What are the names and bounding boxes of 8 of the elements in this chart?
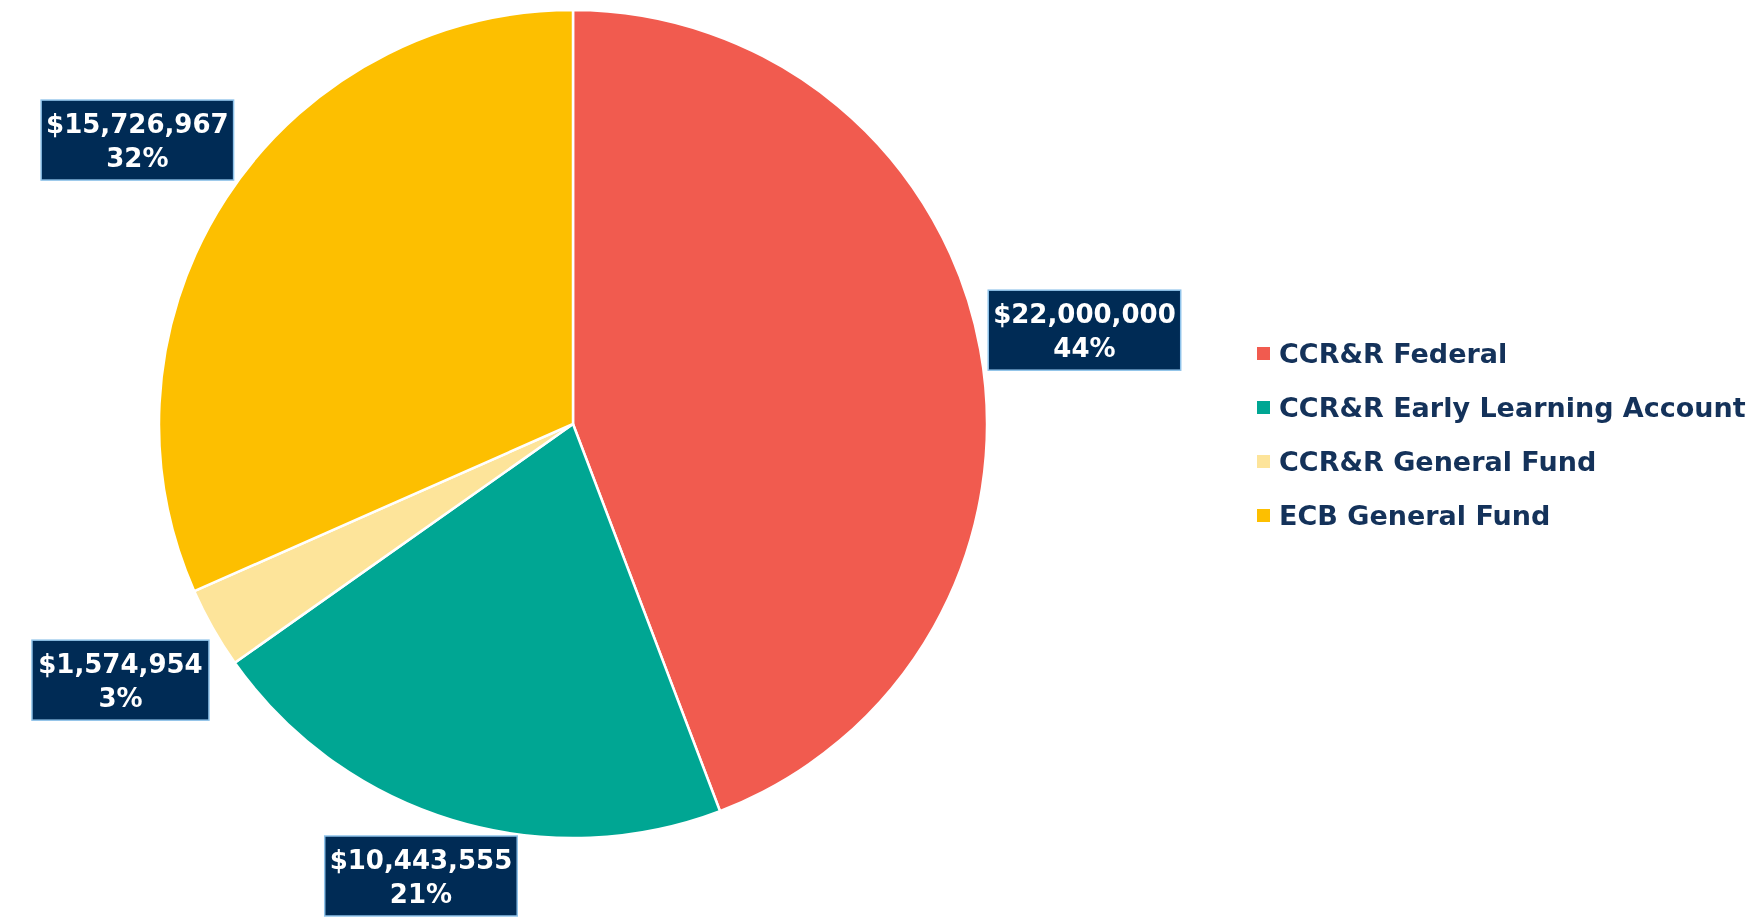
legend-label: ECB General Fund [1279,500,1551,531]
data-label: $15,726,967 32% [46,109,229,174]
data-label: $1,574,954 3% [38,649,203,714]
data-label: $22,000,000 44% [993,299,1176,364]
legend-label: CCR&R General Fund [1279,446,1597,477]
legend-label: CCR&R Early Learning Account [1279,392,1746,423]
data-label: $10,443,555 21% [329,845,513,909]
legend-label: CCR&R Federal [1279,338,1508,369]
